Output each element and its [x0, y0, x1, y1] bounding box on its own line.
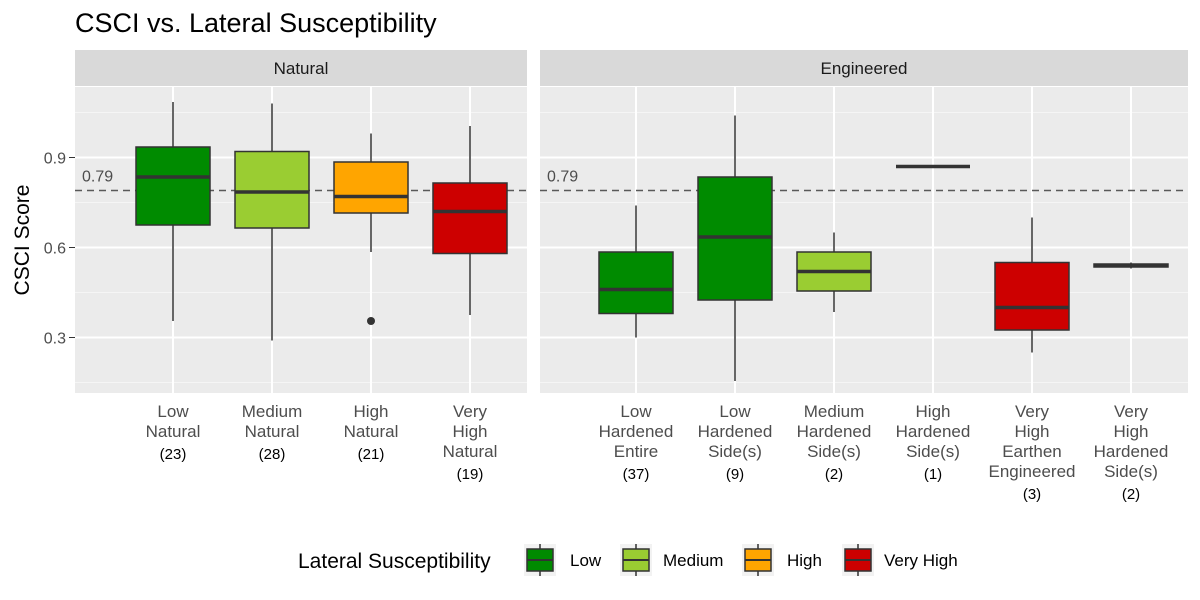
legend-label: Very High — [884, 551, 958, 570]
y-tick-label: 0.3 — [44, 331, 66, 348]
sample-size-label: (28) — [259, 446, 286, 463]
x-tick-label: Very — [453, 402, 488, 421]
facet-panels: Natural0.79LowNatural(23)MediumNatural(2… — [44, 50, 1188, 503]
sample-size-label: (37) — [623, 466, 650, 483]
x-tick-label: Natural — [146, 422, 201, 441]
legend-key — [620, 544, 652, 576]
panel-background — [540, 87, 1188, 393]
sample-size-label: (2) — [1122, 486, 1140, 503]
boxplot — [1093, 262, 1169, 269]
boxplot — [697, 115, 773, 381]
x-tick-label: Side(s) — [906, 442, 960, 461]
legend-label: Low — [570, 551, 602, 570]
x-tick-label: Very — [1015, 402, 1050, 421]
x-tick-label: Natural — [245, 422, 300, 441]
x-tick-label: Low — [719, 402, 751, 421]
legend-title: Lateral Susceptibility — [298, 550, 491, 573]
x-tick-label: Hardened — [698, 422, 773, 441]
box-iqr — [135, 146, 211, 226]
x-tick-label: Natural — [443, 442, 498, 461]
legend-key — [524, 544, 556, 576]
x-tick-label: High — [453, 422, 488, 441]
x-tick-label: Very — [1114, 402, 1149, 421]
x-tick-label: Medium — [804, 402, 864, 421]
facet-strip-label: Natural — [274, 59, 329, 78]
boxplot — [432, 126, 508, 315]
boxplot — [994, 217, 1070, 353]
box-iqr — [333, 161, 409, 214]
x-tick-label: Medium — [242, 402, 302, 421]
x-tick-label: Entire — [614, 442, 658, 461]
panel-natural: Natural0.79LowNatural(23)MediumNatural(2… — [75, 50, 527, 483]
sample-size-label: (19) — [457, 466, 484, 483]
boxplot — [796, 232, 872, 312]
reference-line-label: 0.79 — [547, 169, 578, 186]
legend-label: Medium — [663, 551, 723, 570]
facet-strip — [75, 50, 527, 86]
x-tick-label: High — [916, 402, 951, 421]
legend-key — [842, 544, 874, 576]
x-tick-label: Natural — [344, 422, 399, 441]
chart-title: CSCI vs. Lateral Susceptibility — [75, 8, 437, 38]
y-axis-title: CSCI Score — [11, 185, 34, 296]
boxplot — [135, 102, 211, 321]
x-tick-label: Hardened — [896, 422, 971, 441]
reference-line-label: 0.79 — [82, 169, 113, 186]
sample-size-label: (23) — [160, 446, 187, 463]
x-tick-label: Hardened — [797, 422, 872, 441]
box-iqr — [234, 150, 310, 229]
x-tick-label: Side(s) — [1104, 462, 1158, 481]
boxplot — [598, 205, 674, 338]
legend-key — [742, 544, 774, 576]
x-tick-label: Engineered — [989, 462, 1076, 481]
boxplot — [234, 103, 310, 341]
x-tick-label: High — [354, 402, 389, 421]
boxplot — [333, 133, 409, 325]
y-tick-label: 0.9 — [44, 151, 66, 168]
sample-size-label: (9) — [726, 466, 744, 483]
x-tick-label: Hardened — [599, 422, 674, 441]
box-iqr — [432, 182, 508, 255]
x-tick-label: High — [1015, 422, 1050, 441]
sample-size-label: (3) — [1023, 486, 1041, 503]
y-tick-label: 0.6 — [44, 241, 66, 258]
facet-strip — [540, 50, 1188, 86]
outlier-point — [367, 317, 375, 325]
panel-engineered: Engineered0.79LowHardenedEntire(37)LowHa… — [540, 50, 1188, 503]
box-iqr — [994, 261, 1070, 331]
legend-label: High — [787, 551, 822, 570]
sample-size-label: (2) — [825, 466, 843, 483]
x-tick-label: Low — [620, 402, 652, 421]
x-tick-label: Earthen — [1002, 442, 1062, 461]
box-iqr — [598, 251, 674, 315]
x-tick-label: Hardened — [1094, 442, 1169, 461]
x-tick-label: Side(s) — [708, 442, 762, 461]
facet-strip-label: Engineered — [821, 59, 908, 78]
sample-size-label: (21) — [358, 446, 385, 463]
x-tick-label: Side(s) — [807, 442, 861, 461]
x-tick-label: High — [1114, 422, 1149, 441]
legend: Lateral Susceptibility Low Medium High Very… — [298, 544, 958, 576]
sample-size-label: (1) — [924, 466, 942, 483]
x-tick-label: Low — [157, 402, 189, 421]
